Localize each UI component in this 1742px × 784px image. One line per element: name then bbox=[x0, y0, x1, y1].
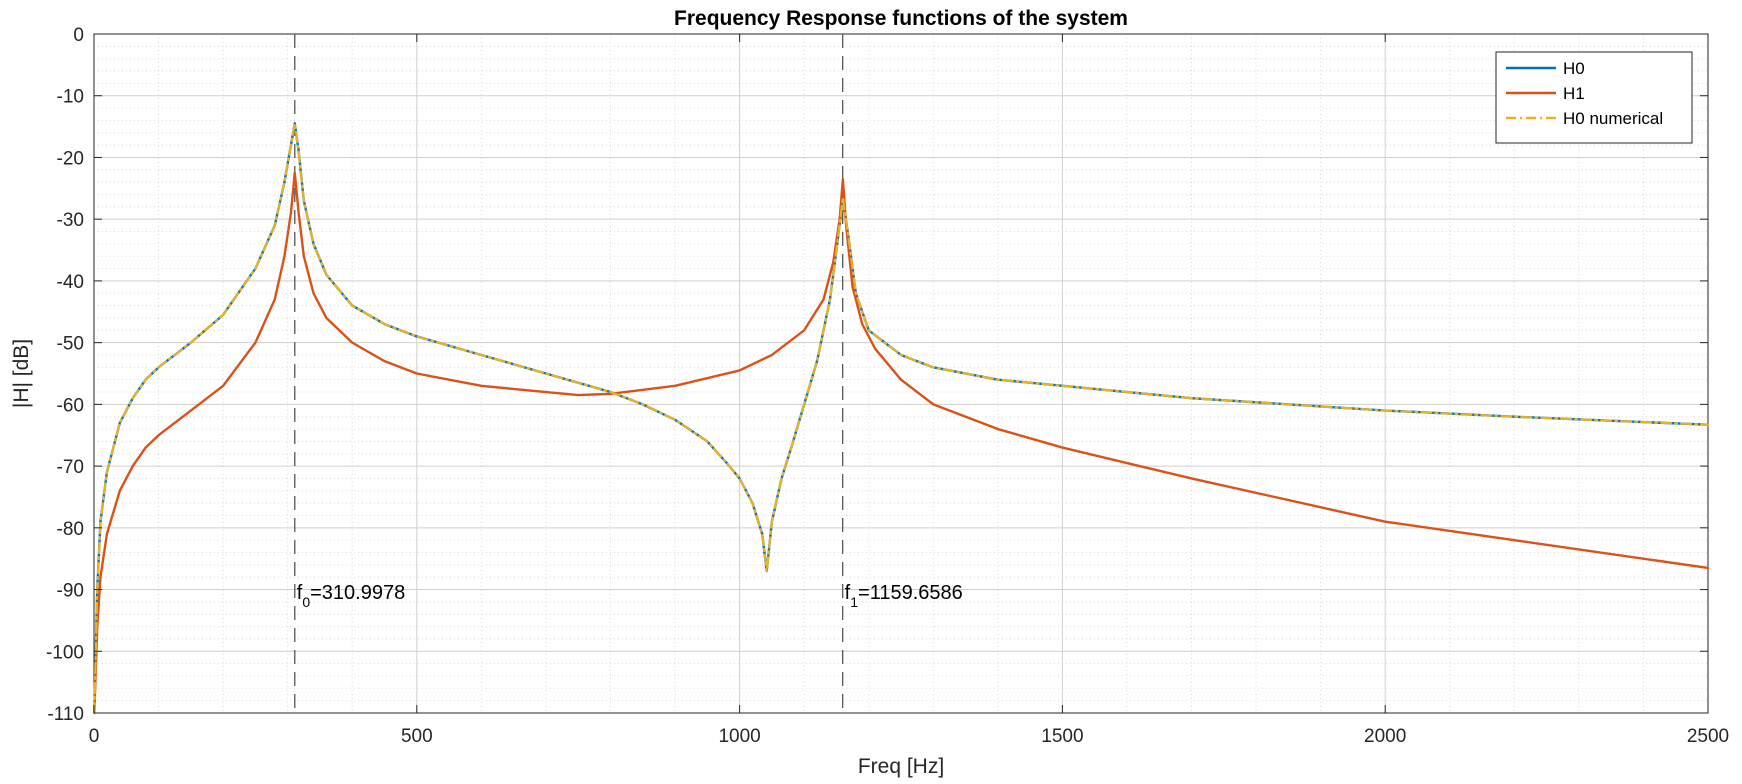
y-tick-label: -20 bbox=[57, 148, 84, 169]
y-tick-label: -50 bbox=[57, 334, 84, 355]
y-tick-label: -30 bbox=[57, 210, 84, 231]
plot-area-border bbox=[93, 33, 1709, 714]
chart-title: Frequency Response functions of the syst… bbox=[674, 7, 1128, 30]
y-tick-label: -110 bbox=[47, 704, 84, 725]
data-series bbox=[93, 122, 1710, 715]
frequency-annotation: f0=310.9978 bbox=[297, 582, 405, 610]
x-tick-label: 2000 bbox=[1364, 726, 1406, 747]
y-axis-label: |H| [dB] bbox=[10, 339, 33, 408]
frequency-annotations: f0=310.9978 f1=1159.6586 bbox=[297, 582, 963, 610]
y-tick-label: -10 bbox=[57, 87, 84, 108]
x-tick-label: 500 bbox=[401, 726, 433, 747]
legend-label: H1 bbox=[1563, 84, 1585, 103]
legend-box bbox=[1495, 51, 1693, 144]
y-tick-label: -90 bbox=[57, 581, 84, 602]
y-tick-label: -60 bbox=[57, 395, 84, 416]
reference-lines bbox=[294, 34, 844, 713]
series-line-h0-numerical bbox=[93, 122, 1710, 715]
frequency-annotation: f1=1159.6586 bbox=[845, 582, 963, 610]
x-tick-label: 1500 bbox=[1041, 726, 1083, 747]
y-tick-label: -80 bbox=[57, 519, 84, 540]
y-tick-label: -70 bbox=[57, 457, 84, 478]
series-line-h1 bbox=[93, 171, 1710, 715]
x-tick-label: 0 bbox=[89, 726, 100, 747]
y-tick-label: -40 bbox=[57, 272, 84, 293]
y-tick-label: 0 bbox=[73, 25, 84, 46]
x-axis-label: Freq [Hz] bbox=[858, 755, 944, 778]
y-tick-label: -100 bbox=[46, 642, 84, 663]
x-tick-label: 2500 bbox=[1687, 726, 1729, 747]
minor-grid bbox=[94, 34, 1708, 713]
legend: H0 H1 H0 numerical bbox=[1495, 51, 1693, 144]
legend-label: H0 numerical bbox=[1563, 109, 1663, 128]
x-tick-label: 1000 bbox=[718, 726, 760, 747]
axis-ticks: 0 500 1000 1500 2000 2500 0 -10 -20 -30 -40 -50 -60 -… bbox=[46, 25, 1729, 747]
legend-label: H0 bbox=[1563, 59, 1585, 78]
